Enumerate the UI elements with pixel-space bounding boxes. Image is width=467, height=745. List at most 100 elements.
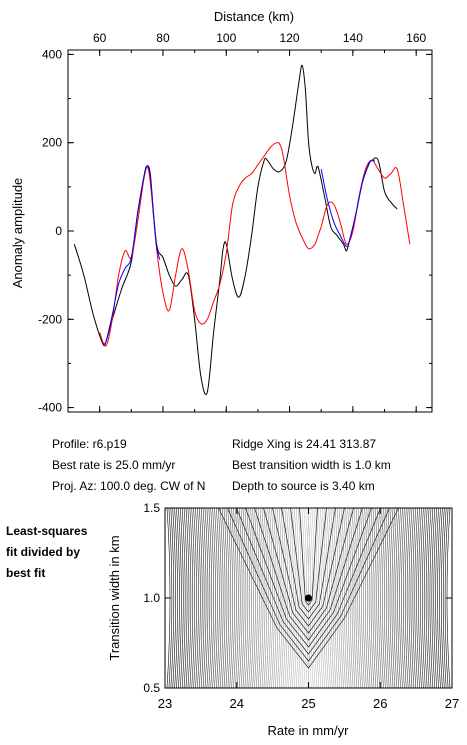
contour-line bbox=[370, 507, 375, 689]
contour-line bbox=[374, 507, 379, 689]
contour-line bbox=[317, 507, 322, 689]
contour-line bbox=[189, 507, 194, 689]
contour-line bbox=[303, 507, 308, 689]
contour-x-axis-title: Rate in mm/yr bbox=[268, 723, 350, 738]
contour-line bbox=[380, 507, 384, 689]
contour-x-tick-label: 24 bbox=[230, 696, 244, 711]
contour-line bbox=[202, 507, 207, 689]
contour-line bbox=[238, 507, 243, 689]
contour-line bbox=[195, 507, 199, 689]
contour-line bbox=[282, 507, 287, 689]
contour-line bbox=[397, 507, 401, 689]
contour-line bbox=[299, 507, 304, 689]
contour-line bbox=[199, 507, 203, 689]
contour-line bbox=[223, 507, 228, 689]
contour-line bbox=[219, 507, 224, 689]
contour-line bbox=[214, 507, 218, 689]
contour-line bbox=[210, 507, 214, 689]
contour-line bbox=[178, 507, 182, 689]
contour-line bbox=[286, 507, 290, 689]
contour-line bbox=[307, 507, 311, 689]
contour-line bbox=[176, 507, 180, 689]
contour-y-axis-ticks: 0.5 1.0 1.5 bbox=[143, 501, 452, 695]
contour-line bbox=[365, 507, 369, 689]
contour-line bbox=[357, 507, 361, 689]
contour-line bbox=[299, 507, 318, 606]
contour-line bbox=[263, 507, 268, 689]
contour-line bbox=[295, 507, 300, 689]
contour-line bbox=[444, 507, 449, 689]
anomaly-chart: Distance (km) Anomaly amplitude 60 80 100 1… bbox=[10, 9, 433, 415]
contour-line bbox=[319, 507, 323, 689]
contour-line bbox=[191, 507, 195, 689]
x-tick-label: 80 bbox=[156, 31, 170, 45]
contour-line bbox=[233, 507, 237, 689]
contour-line bbox=[437, 507, 441, 689]
contour-line bbox=[336, 507, 341, 689]
contour-line bbox=[330, 507, 335, 689]
y-tick-label: -400 bbox=[38, 401, 62, 415]
contour-line bbox=[263, 507, 354, 634]
contour-line bbox=[442, 507, 447, 689]
contour-y-tick-label: 0.5 bbox=[143, 681, 160, 695]
contour-line bbox=[227, 507, 390, 662]
contour-line bbox=[425, 507, 430, 689]
contour-line bbox=[349, 507, 354, 689]
contour-line bbox=[168, 507, 173, 689]
contour-line bbox=[231, 507, 235, 689]
fit-window-line-1 bbox=[102, 165, 161, 345]
contour-description-label: Least-squares fit divided by best fit bbox=[6, 521, 87, 584]
contour-line bbox=[441, 507, 445, 689]
contour-line bbox=[412, 507, 417, 689]
best-fit-marker bbox=[305, 594, 312, 602]
contour-line bbox=[290, 507, 327, 613]
contour-line bbox=[340, 507, 344, 689]
contour-x-tick-label: 23 bbox=[158, 696, 172, 711]
contour-line bbox=[271, 507, 275, 689]
contour-line bbox=[276, 507, 281, 689]
contour-line bbox=[261, 507, 266, 689]
contour-line bbox=[344, 507, 348, 689]
contour-line bbox=[399, 507, 403, 689]
x-tick-label: 100 bbox=[216, 31, 236, 45]
contour-line bbox=[429, 507, 434, 689]
contour-line bbox=[272, 507, 345, 627]
contour-line bbox=[347, 507, 352, 689]
contour-line bbox=[403, 507, 407, 689]
contour-line bbox=[256, 507, 260, 689]
contour-line bbox=[245, 507, 372, 648]
observed-profile-line bbox=[73, 64, 398, 396]
contour-line bbox=[288, 507, 292, 689]
contour-line bbox=[267, 507, 271, 689]
contour-line bbox=[372, 507, 377, 689]
y-axis-ticks: 400 200 0 -200 -400 bbox=[38, 47, 432, 415]
contour-x-tick-label: 25 bbox=[301, 696, 315, 711]
contour-line bbox=[242, 507, 247, 689]
contour-line bbox=[246, 507, 251, 689]
contour-line bbox=[361, 507, 365, 689]
contour-line bbox=[395, 507, 399, 689]
contour-line bbox=[431, 507, 436, 689]
contour-line bbox=[244, 507, 249, 689]
contour-line bbox=[408, 507, 413, 689]
contour-line bbox=[218, 507, 222, 689]
contour-line bbox=[389, 507, 394, 689]
contour-line bbox=[427, 507, 432, 689]
contour-line bbox=[181, 507, 186, 689]
contour-line bbox=[273, 507, 277, 689]
contour-line bbox=[401, 507, 405, 689]
contour-line bbox=[404, 507, 409, 689]
contour-description-line-1: Least-squares bbox=[6, 524, 88, 538]
contour-line bbox=[193, 507, 197, 689]
contour-line bbox=[416, 507, 420, 689]
contour-line bbox=[363, 507, 367, 689]
contour-y-axis-title: Transition width in km bbox=[107, 535, 122, 660]
contour-line bbox=[384, 507, 388, 689]
contour-x-tick-label: 26 bbox=[373, 696, 387, 711]
contour-line bbox=[323, 507, 327, 689]
contour-lines bbox=[166, 507, 451, 689]
contour-line bbox=[284, 507, 289, 689]
depth-to-source-text: Depth to source is 3.40 km bbox=[232, 479, 375, 493]
contour-line bbox=[248, 507, 252, 689]
contour-line bbox=[406, 507, 411, 689]
